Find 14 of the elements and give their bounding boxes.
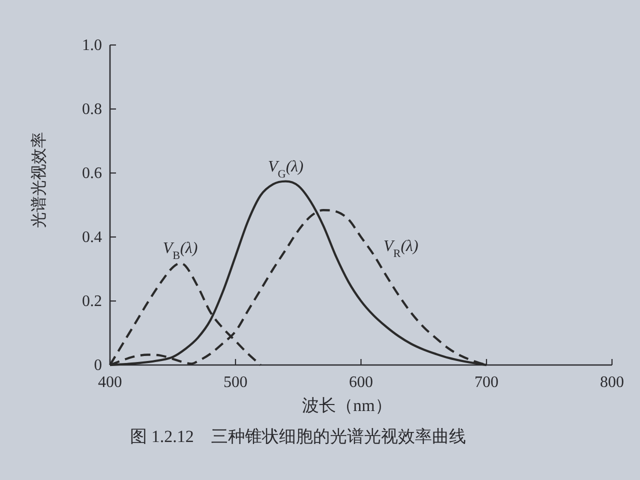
x-tick-label: 800 <box>600 374 624 391</box>
x-tick-label: 400 <box>98 374 122 391</box>
y-tick-label: 1.0 <box>82 37 102 54</box>
x-tick-label: 500 <box>224 374 248 391</box>
y-tick-label: 0.6 <box>82 165 102 182</box>
x-tick-label: 600 <box>349 374 373 391</box>
y-axis-title: 光谱光视效率 <box>31 132 48 228</box>
y-tick-label: 0.4 <box>82 229 102 246</box>
y-tick-label: 0.8 <box>82 101 102 118</box>
x-axis-title: 波长（nm） <box>302 396 392 415</box>
y-tick-label: 0 <box>94 357 102 374</box>
x-tick-label: 700 <box>474 374 498 391</box>
caption: 图 1.2.12 三种锥状细胞的光谱光视效率曲线 <box>130 427 466 446</box>
y-tick-label: 0.2 <box>82 293 102 310</box>
